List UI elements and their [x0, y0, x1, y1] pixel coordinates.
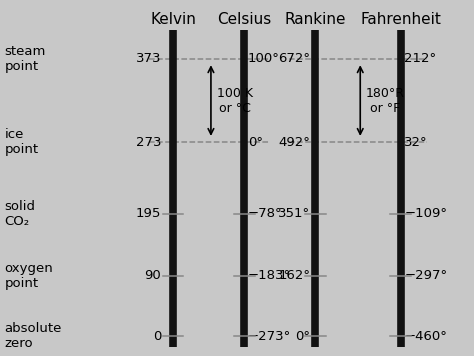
Text: −273°: −273°	[248, 330, 291, 343]
Text: Celsius: Celsius	[217, 12, 271, 27]
Text: Kelvin: Kelvin	[150, 12, 196, 27]
Text: 351°: 351°	[278, 207, 310, 220]
Text: absolute
zero: absolute zero	[5, 323, 62, 350]
Text: 162°: 162°	[278, 269, 310, 282]
Text: steam
point: steam point	[5, 45, 46, 73]
Text: 492°: 492°	[279, 136, 310, 149]
Text: Fahrenheit: Fahrenheit	[360, 12, 441, 27]
Text: 100°: 100°	[248, 52, 280, 65]
Text: −183°: −183°	[248, 269, 291, 282]
Text: 0: 0	[153, 330, 161, 343]
Text: 90: 90	[145, 269, 161, 282]
Text: −78°: −78°	[248, 207, 283, 220]
Text: −297°: −297°	[404, 269, 447, 282]
Text: 212°: 212°	[404, 52, 437, 65]
Text: 32°: 32°	[404, 136, 428, 149]
Text: ice
point: ice point	[5, 129, 39, 156]
Text: 195: 195	[136, 207, 161, 220]
Text: 672°: 672°	[278, 52, 310, 65]
Text: −109°: −109°	[404, 207, 447, 220]
Text: 180°R
or °F: 180°R or °F	[366, 87, 405, 115]
Text: 373: 373	[136, 52, 161, 65]
Text: 0°: 0°	[248, 136, 263, 149]
Text: 100 K
or °C: 100 K or °C	[217, 87, 253, 115]
Text: 0°: 0°	[295, 330, 310, 343]
Text: solid
CO₂: solid CO₂	[5, 200, 36, 227]
Text: Rankine: Rankine	[284, 12, 346, 27]
Text: −460°: −460°	[404, 330, 447, 343]
Text: oxygen
point: oxygen point	[5, 262, 54, 290]
Text: 273: 273	[136, 136, 161, 149]
